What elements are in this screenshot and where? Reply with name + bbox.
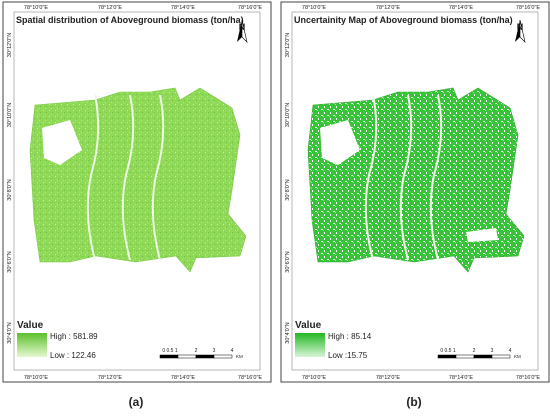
lat-label: 30°10'0"N [7,103,13,127]
lon-label: 78°16'0"E [516,5,540,11]
lat-label: 30°12'0"N [7,33,13,57]
hole [320,120,360,165]
scale-label: 2 [195,348,198,354]
scale-segment [491,354,511,359]
hole [42,120,82,165]
lon-label: 78°12'0"E [376,375,400,381]
map-frame [291,11,539,371]
map-title: Spatial distribution of Aboveground biom… [16,15,244,25]
lon-label: 78°16'0"E [238,5,262,11]
north-arrow-right [241,19,248,43]
lon-label: 78°16'0"E [238,375,262,381]
panel-caption: (b) [406,395,421,409]
river [399,94,413,261]
scale-segment [159,354,179,359]
scale-segment [177,354,197,359]
panel-caption: (a) [129,395,144,409]
lat-label: 30°4'0"N [7,322,13,343]
lon-label: 78°10'0"E [302,5,326,11]
map-title: Uncertainity Map of Aboveground biomass … [294,15,513,25]
scale-unit: KM [236,354,243,359]
study-area [307,87,525,273]
scale-segment [195,354,215,359]
lat-label: 30°12'0"N [285,33,291,57]
legend-title: Value [17,320,44,331]
map-panel: Uncertainity Map of Aboveground biomass … [280,1,550,409]
scale-segment [455,354,475,359]
lon-label: 78°10'0"E [24,5,48,11]
north-label: N [517,22,524,32]
scale-label: 3 [491,348,494,354]
river [364,94,378,261]
scale-segment [473,354,493,359]
north-arrow-left [237,20,242,42]
river [86,94,100,261]
scale-segment [437,354,457,359]
river [429,94,443,261]
lon-label: 78°12'0"E [98,5,122,11]
legend-high: High : 581.89 [50,332,98,341]
lat-label: 30°8'0"N [7,179,13,200]
study-area [29,87,247,273]
scale-label: 4 [231,348,234,354]
scale-label: 2 [473,348,476,354]
legend-high: High : 85.14 [328,332,372,341]
lon-label: 78°12'0"E [98,375,122,381]
lon-label: 78°10'0"E [302,375,326,381]
lon-label: 78°10'0"E [24,375,48,381]
map-panel: Spatial distribution of Aboveground biom… [2,1,272,409]
map-frame [13,11,261,371]
scale-label: 0 0.5 1 [162,348,178,354]
legend-low: Low : 122.46 [50,351,96,360]
north-label: N [239,22,246,32]
scale-label: 3 [213,348,216,354]
scale-label: 0 0.5 1 [440,348,456,354]
lat-label: 30°6'0"N [7,251,13,272]
north-arrow-left [515,20,520,42]
legend-low: Low :15.75 [328,351,368,360]
lat-label: 30°10'0"N [285,103,291,127]
legend-title: Value [295,320,322,331]
lon-label: 78°14'0"E [449,5,473,11]
lon-label: 78°14'0"E [171,375,195,381]
lon-label: 78°14'0"E [449,375,473,381]
legend-ramp [17,333,47,357]
lat-label: 30°8'0"N [285,179,291,200]
scale-unit: KM [514,354,521,359]
north-arrow: N [515,19,526,43]
north-arrow-right [519,19,526,43]
river [151,94,165,261]
lon-label: 78°16'0"E [516,375,540,381]
lat-label: 30°4'0"N [285,322,291,343]
lon-label: 78°14'0"E [171,5,195,11]
legend-ramp [295,333,325,357]
scale-segment [213,354,233,359]
scale-label: 4 [509,348,512,354]
lat-label: 30°6'0"N [285,251,291,272]
river [121,94,135,261]
hole [466,228,498,242]
north-arrow: N [237,19,248,43]
lon-label: 78°12'0"E [376,5,400,11]
